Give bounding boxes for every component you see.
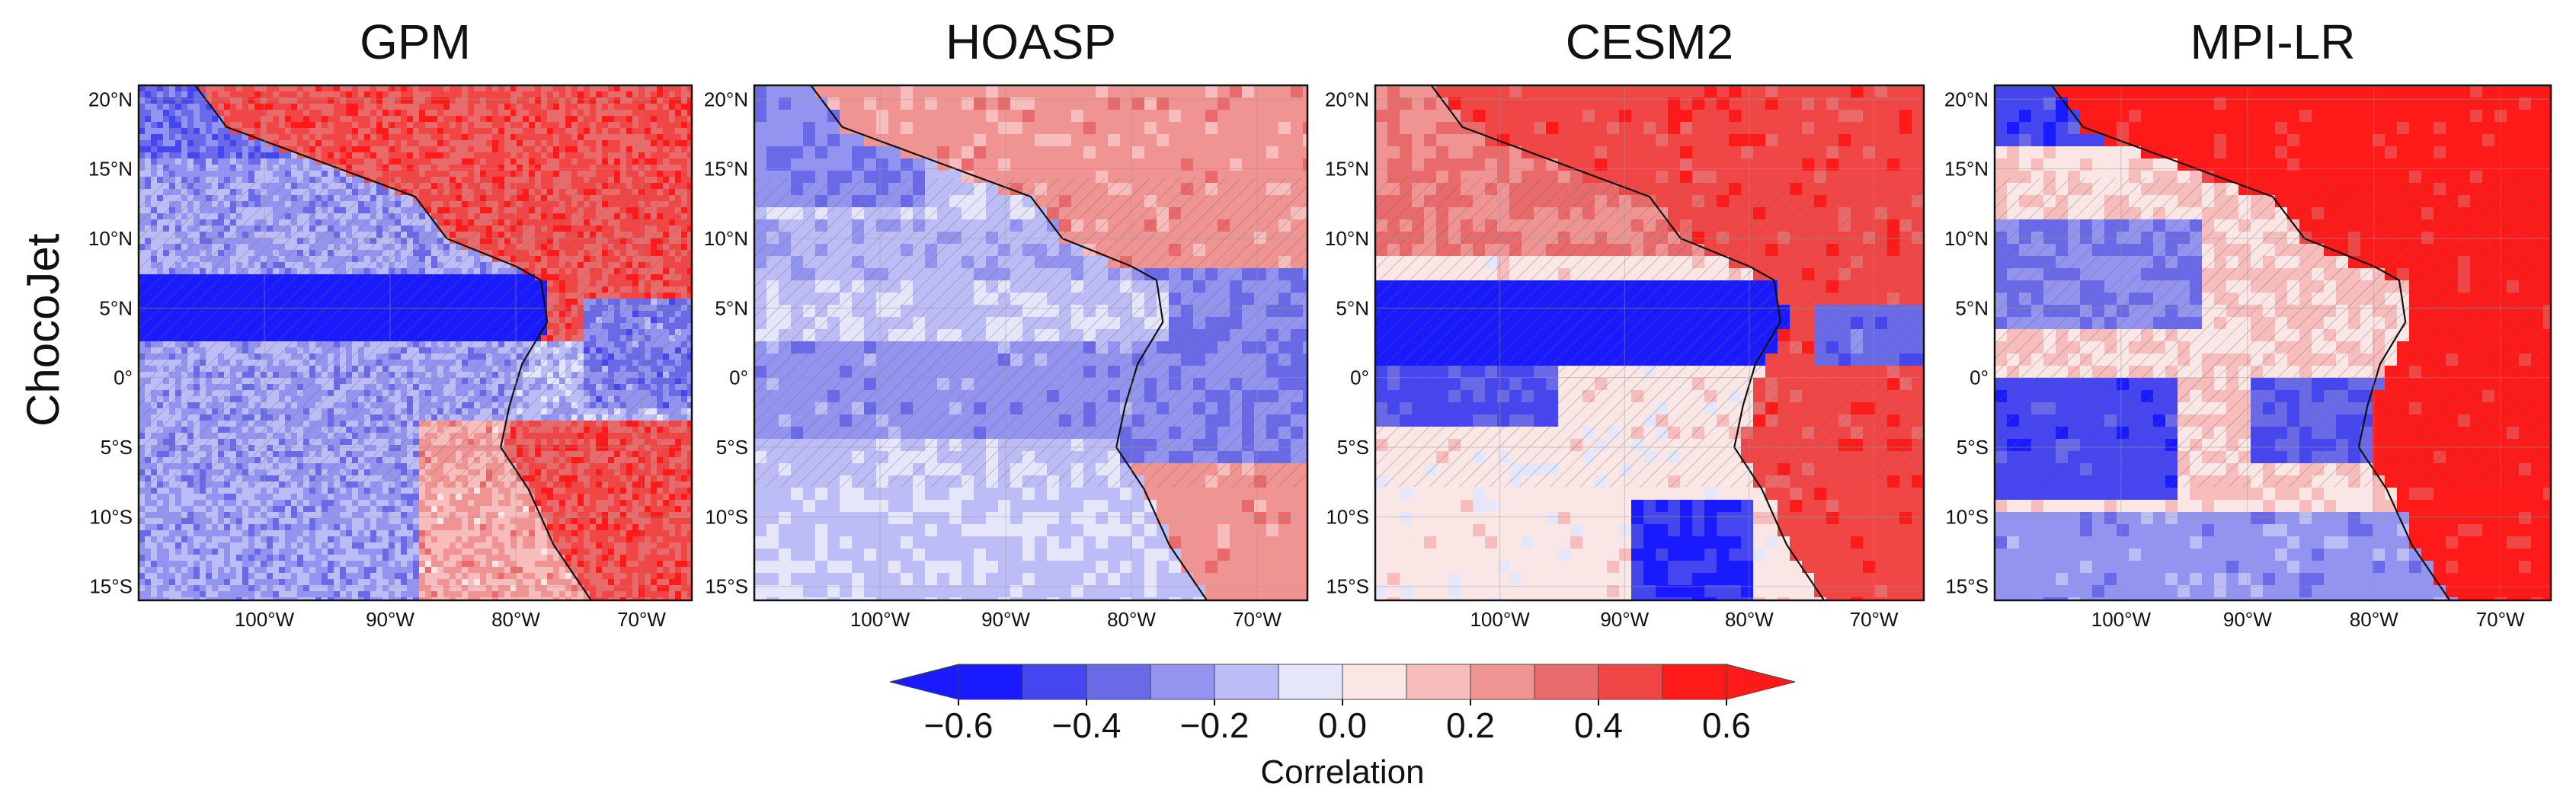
- lon-tick-label: 90°W: [2223, 608, 2272, 631]
- coastline: [1430, 85, 1826, 600]
- lon-tick-label: 100°W: [850, 608, 910, 631]
- lat-tick-label: 0°: [1350, 366, 1369, 389]
- map-panel-0: 20°N 15°N 10°N 5°N 0° 5°S 10°S 15°S 100°W 90°W 80°…: [88, 84, 693, 631]
- colorbar-segment: [1278, 664, 1343, 700]
- lat-tick-label: 5°S: [1957, 436, 1989, 459]
- lon-tick-label: 90°W: [366, 608, 414, 631]
- lat-tick-label: 15°N: [88, 158, 133, 181]
- colorbar-tick-label: −0.2: [1180, 705, 1250, 745]
- lon-tick-label: 100°W: [1470, 608, 1530, 631]
- lat-tick-label: 15°N: [1944, 158, 1989, 181]
- colorbar-extend-high: [1726, 664, 1796, 700]
- colorbar-extend-low: [889, 664, 959, 700]
- significance-hatching: [1375, 178, 1924, 488]
- correlation-field: [1995, 85, 2551, 600]
- lon-tick-label: 80°W: [491, 608, 540, 631]
- lat-tick-label: 15°S: [1945, 575, 1989, 598]
- lat-tick-label: 10°S: [705, 505, 748, 528]
- lat-tick-label: 10°N: [1325, 227, 1369, 250]
- lat-tick-label: 15°S: [705, 575, 748, 598]
- panel-title-mpi-lr: MPI-LR: [2190, 14, 2356, 69]
- lat-tick-label: 0°: [114, 366, 133, 389]
- significance-hatching: [754, 178, 1307, 488]
- map-panel-3: 20°N 15°N 10°N 5°N 0° 5°S 10°S 15°S 100°W 90°W 80°…: [1944, 84, 2552, 631]
- lon-tick-label: 80°W: [1725, 608, 1774, 631]
- colorbar-segment: [1022, 664, 1087, 700]
- map-frame: [137, 84, 693, 602]
- significance-hatching: [139, 178, 692, 488]
- colorbar-tick-label: −0.6: [924, 705, 994, 745]
- colorbar: −0.6 −0.4 −0.2 0.0 0.2 0.4 0.6 Correlation: [889, 664, 1796, 791]
- panel-title-cesm2: CESM2: [1565, 14, 1734, 69]
- correlation-field: [1375, 85, 1924, 600]
- lon-tick-label: 70°W: [1850, 608, 1899, 631]
- lat-tick-label: 5°N: [1955, 296, 1989, 319]
- map-panel-2: 20°N 15°N 10°N 5°N 0° 5°S 10°S 15°S 100°W 90°W 80°…: [1325, 84, 1925, 631]
- colorbar-segment: [1342, 664, 1407, 700]
- colorbar-segment: [1470, 664, 1535, 700]
- coastline: [810, 85, 1208, 600]
- panel-title-hoasp: HOASP: [945, 14, 1117, 69]
- colorbar-segment: [1406, 664, 1471, 700]
- colorbar-label: Correlation: [1260, 753, 1424, 791]
- lat-tick-label: 10°S: [1945, 505, 1989, 528]
- colorbar-segment: [1086, 664, 1151, 700]
- lat-tick-label: 20°N: [1944, 88, 1989, 110]
- lon-tick-label: 100°W: [235, 608, 295, 631]
- lon-tick-label: 70°W: [1233, 608, 1282, 631]
- lat-tick-label: 0°: [1970, 366, 1989, 389]
- colorbar-tick-label: 0.0: [1318, 705, 1367, 745]
- significance-hatching: [1995, 178, 2551, 488]
- lat-tick-label: 5°S: [716, 436, 748, 459]
- colorbar-segment: [958, 664, 1023, 700]
- lon-tick-label: 70°W: [2476, 608, 2525, 631]
- lat-tick-label: 15°S: [1326, 575, 1369, 598]
- lat-tick-label: 5°N: [715, 296, 748, 319]
- lon-tick-label: 70°W: [617, 608, 666, 631]
- map-panel-1: 20°N 15°N 10°N 5°N 0° 5°S 10°S 15°S 100°W 90°W 80°…: [704, 84, 1309, 631]
- colorbar-tick-label: 0.4: [1574, 705, 1623, 745]
- lat-tick-label: 10°S: [89, 505, 133, 528]
- lat-tick-label: 20°N: [88, 88, 133, 110]
- lon-tick-label: 90°W: [981, 608, 1030, 631]
- lat-tick-label: 5°S: [1337, 436, 1369, 459]
- lat-tick-label: 10°N: [704, 227, 748, 250]
- lon-tick-label: 100°W: [2091, 608, 2152, 631]
- lat-tick-label: 10°N: [1944, 227, 1989, 250]
- lat-tick-label: 20°N: [1325, 88, 1369, 110]
- lat-tick-label: 15°S: [89, 575, 133, 598]
- colorbar-tick-label: 0.2: [1446, 705, 1495, 745]
- lat-tick-label: 5°N: [1336, 296, 1369, 319]
- map-frame: [1993, 84, 2552, 602]
- coastline: [194, 85, 592, 600]
- colorbar-segment: [1598, 664, 1663, 700]
- map-frame: [753, 84, 1309, 602]
- lon-tick-label: 80°W: [2350, 608, 2398, 631]
- panel-title-gpm: GPM: [360, 14, 471, 69]
- lon-tick-label: 90°W: [1600, 608, 1649, 631]
- colorbar-segment: [1662, 664, 1727, 700]
- lat-tick-label: 20°N: [704, 88, 748, 110]
- colorbar-segment: [1150, 664, 1215, 700]
- lon-tick-label: 80°W: [1107, 608, 1156, 631]
- row-label: ChocoJet: [18, 233, 69, 427]
- colorbar-segment: [1534, 664, 1599, 700]
- lat-tick-label: 5°S: [101, 436, 133, 459]
- correlation-field: [754, 85, 1307, 600]
- lat-tick-label: 5°N: [99, 296, 133, 319]
- map-frame: [1374, 84, 1925, 602]
- lat-tick-label: 10°N: [88, 227, 133, 250]
- lat-tick-label: 10°S: [1326, 505, 1369, 528]
- correlation-field: [139, 85, 692, 600]
- colorbar-tick-label: −0.4: [1052, 705, 1122, 745]
- lat-tick-label: 15°N: [704, 158, 748, 181]
- colorbar-segment: [1214, 664, 1279, 700]
- lat-tick-label: 15°N: [1325, 158, 1369, 181]
- coastline: [2050, 85, 2451, 600]
- lat-tick-label: 0°: [729, 366, 748, 389]
- colorbar-tick-label: 0.6: [1702, 705, 1751, 745]
